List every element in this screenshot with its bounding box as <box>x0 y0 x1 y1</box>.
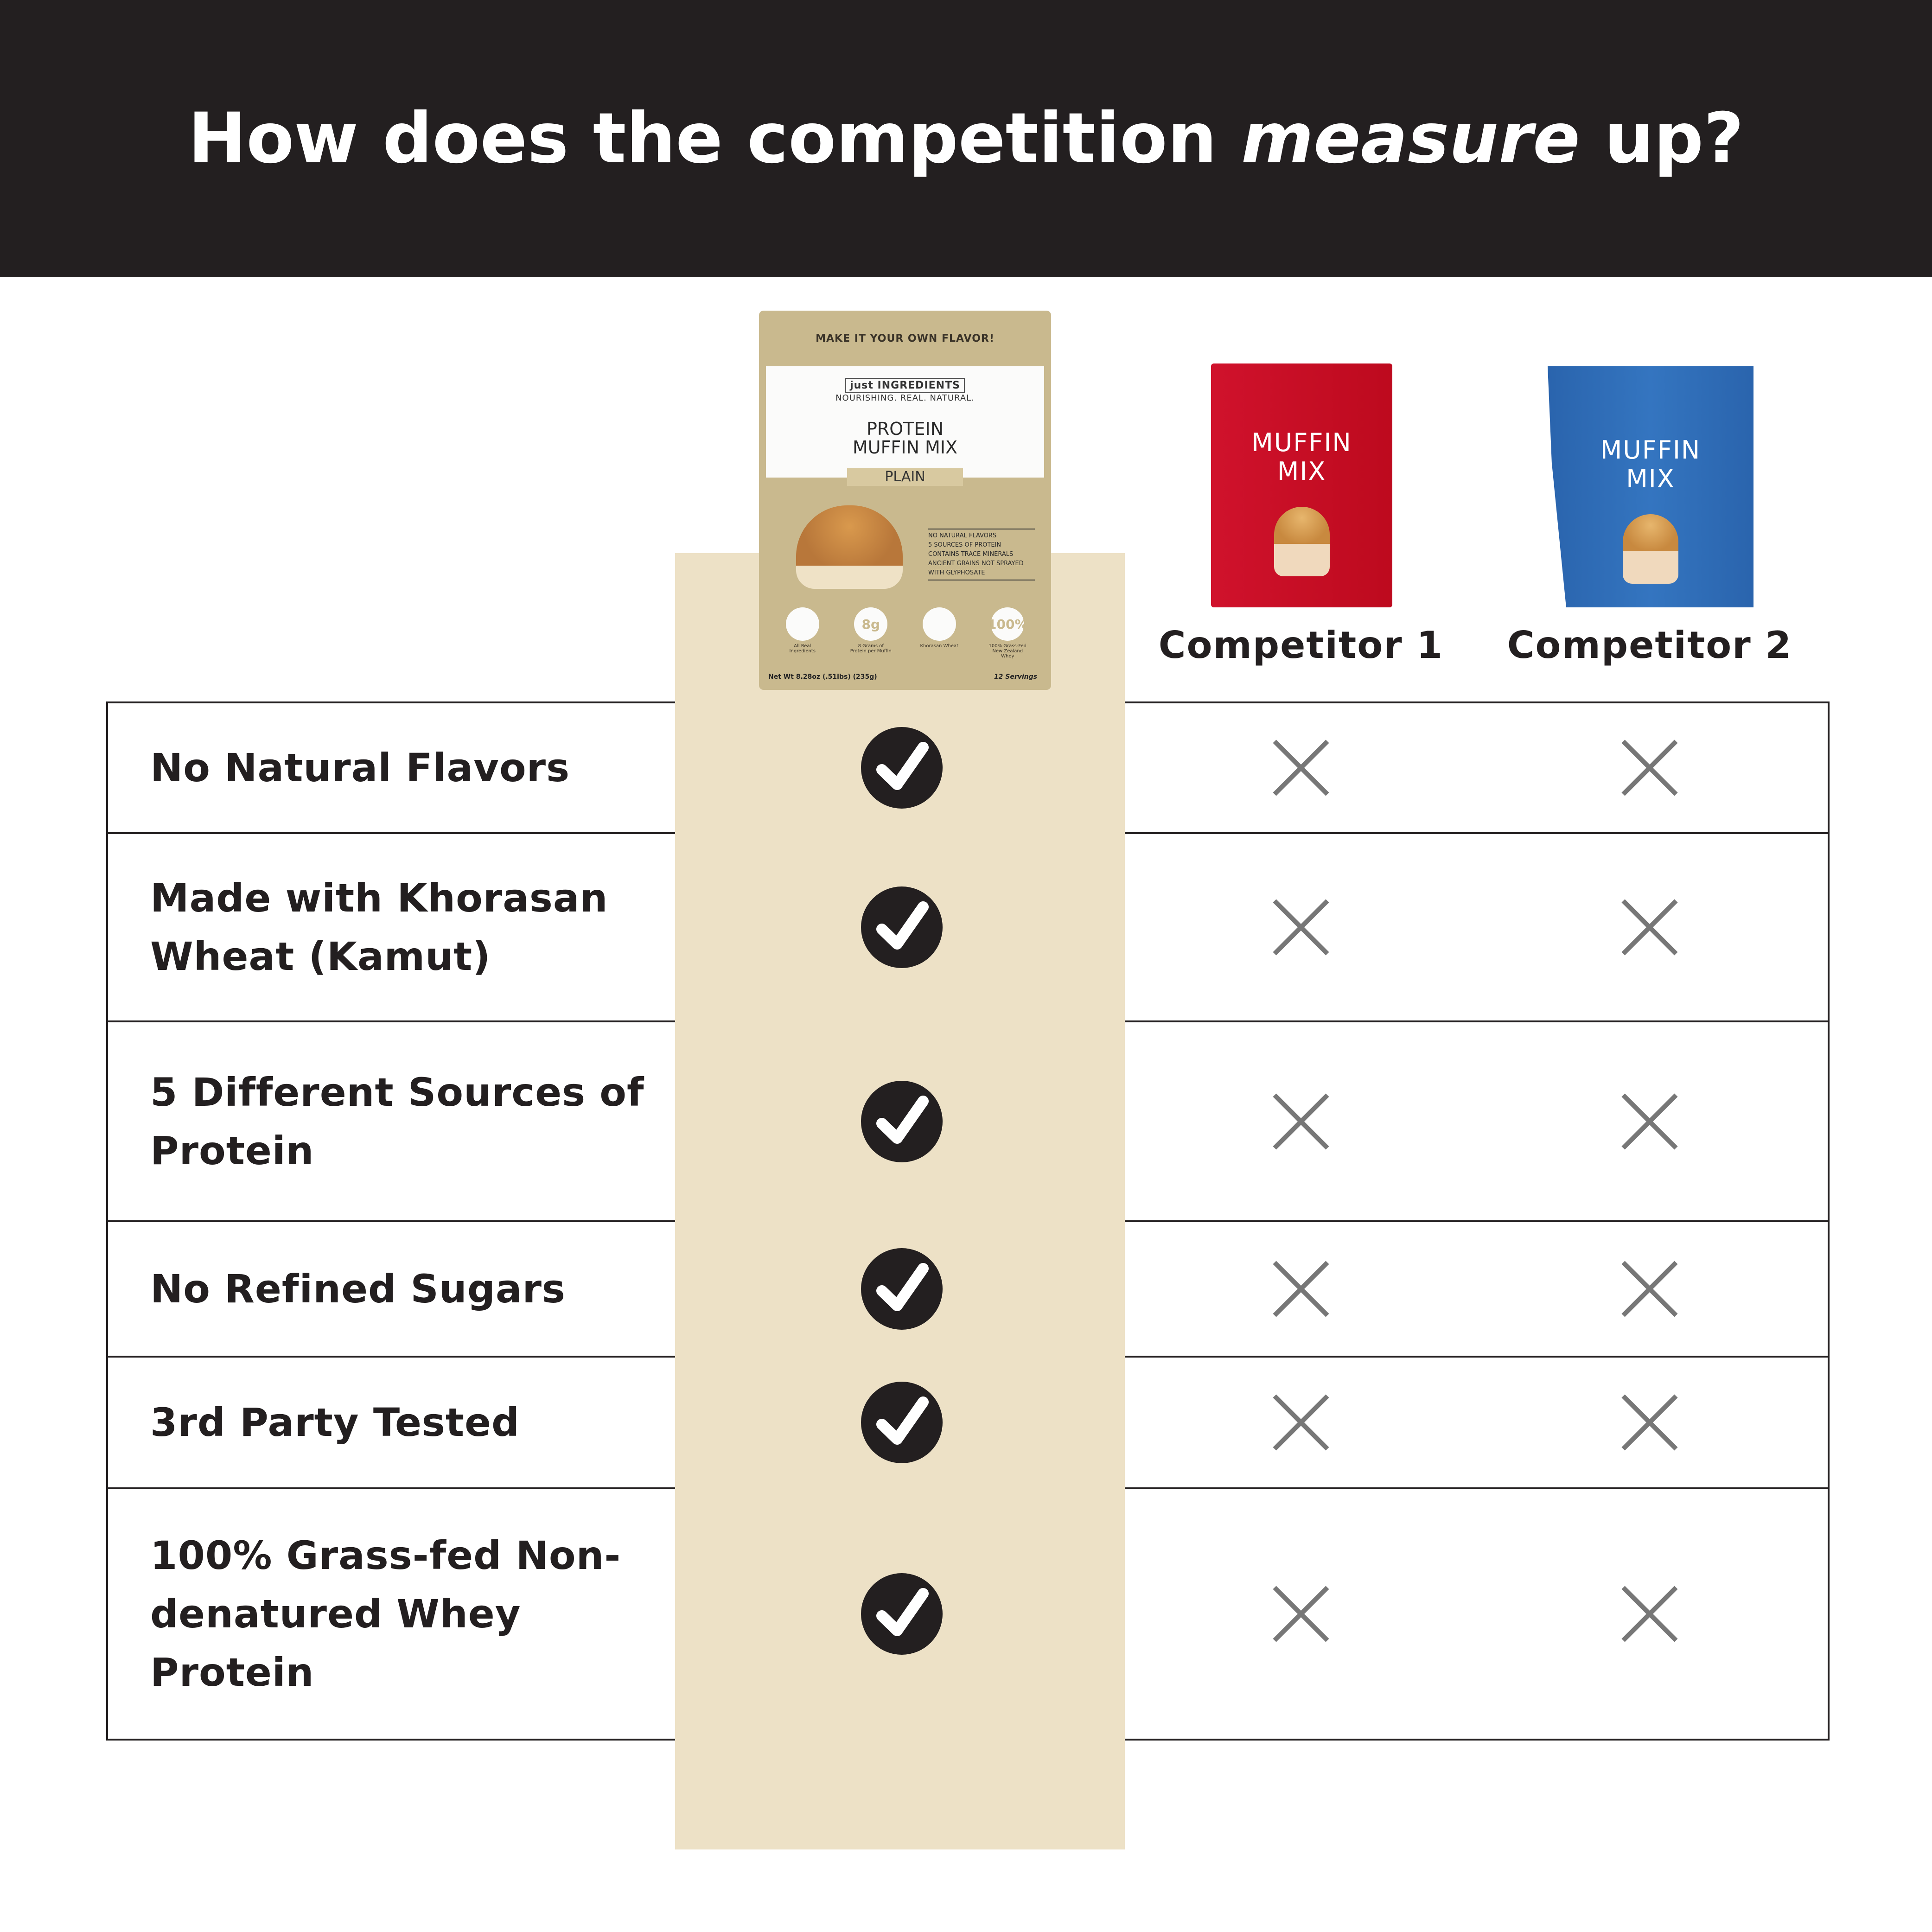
row-divider <box>107 1739 675 1741</box>
check-icon <box>861 1080 943 1162</box>
check-icon <box>861 1382 943 1463</box>
x-icon <box>1271 738 1331 798</box>
brand-logo: just INGREDIENTS NOURISHING. REAL. NATURA… <box>759 378 1051 403</box>
table-border <box>1828 701 1830 1741</box>
check-icon <box>861 727 943 809</box>
claim: NO NATURAL FLAVORS <box>928 532 997 539</box>
badge-icon: 8g 8 Grams of Protein per Muffin <box>850 607 892 659</box>
table-border <box>106 701 108 1741</box>
row-divider <box>1125 1739 1830 1741</box>
x-icon <box>1620 1392 1680 1453</box>
row-divider <box>1125 1356 1830 1358</box>
x-icon <box>1271 897 1331 957</box>
row-divider <box>107 701 675 703</box>
x-icon <box>1620 897 1680 957</box>
row-divider <box>107 1220 675 1222</box>
header-banner: How does the competition measure up? <box>0 0 1932 277</box>
badge-icon: 100% 100% Grass-Fed New Zealand Whey <box>987 607 1028 659</box>
row-label: 100% Grass-fed Non-denatured Whey Protei… <box>150 1533 621 1695</box>
x-icon <box>1620 1584 1680 1644</box>
check-icon <box>861 886 943 968</box>
muffin-image <box>1274 507 1330 576</box>
row-divider <box>1125 1020 1830 1022</box>
x-icon <box>1620 1091 1680 1152</box>
servings: 12 Servings <box>994 673 1037 681</box>
product-bag-image: MAKE IT YOUR OWN FLAVOR! just INGREDIENT… <box>759 311 1051 690</box>
x-icon <box>1271 1091 1331 1152</box>
x-icon <box>1271 1584 1331 1644</box>
product-claims: NO NATURAL FLAVORS 5 SOURCES OF PROTEIN CO… <box>928 529 1035 580</box>
row-label: 3rd Party Tested <box>150 1400 520 1445</box>
mixing-bowl-icon: All Real Ingredients <box>782 607 823 659</box>
row-label: 5 Different Sources of Protein <box>150 1069 644 1173</box>
page-title: How does the competition measure up? <box>188 98 1744 179</box>
competitor1-bag-image: MUFFIN MIX <box>1211 363 1392 607</box>
row-divider <box>1125 1487 1830 1489</box>
row-divider <box>1125 1220 1830 1222</box>
muffin-image <box>796 505 903 589</box>
claim: CONTAINS TRACE MINERALS <box>928 551 1014 558</box>
claim: ANCIENT GRAINS NOT SPRAYED WITH GLYPHOSA… <box>928 560 1024 576</box>
row-divider <box>1125 701 1830 703</box>
product-flavor: PLAIN <box>847 468 963 486</box>
claim: 5 SOURCES OF PROTEIN <box>928 542 1001 548</box>
muffin-image <box>1623 514 1678 584</box>
x-icon <box>1271 1392 1331 1453</box>
net-weight: Net Wt 8.28oz (.51lbs) (235g) <box>768 673 877 681</box>
row-divider <box>1125 832 1830 834</box>
competitor1-label: Competitor 1 <box>1158 624 1444 667</box>
x-icon <box>1620 1259 1680 1319</box>
row-label: No Natural Flavors <box>150 745 570 791</box>
product-icons: All Real Ingredients 8g 8 Grams of Protein… <box>759 607 1051 659</box>
row-label: Made with Khorasan Wheat (Kamut) <box>150 875 608 979</box>
row-label: No Refined Sugars <box>150 1266 566 1312</box>
x-icon <box>1620 738 1680 798</box>
competitor2-label: Competitor 2 <box>1507 624 1792 667</box>
row-divider <box>107 1020 675 1022</box>
bag-band: MAKE IT YOUR OWN FLAVOR! <box>816 332 995 344</box>
check-icon <box>861 1573 943 1655</box>
product-name: PROTEIN MUFFIN MIX <box>852 419 958 458</box>
row-divider <box>107 1487 675 1489</box>
row-divider <box>107 832 675 834</box>
wheat-icon: Khorasan Wheat <box>918 607 960 659</box>
check-icon <box>861 1248 943 1330</box>
x-icon <box>1271 1259 1331 1319</box>
competitor2-bag-image: MUFFIN MIX <box>1548 366 1753 607</box>
row-divider <box>107 1356 675 1358</box>
